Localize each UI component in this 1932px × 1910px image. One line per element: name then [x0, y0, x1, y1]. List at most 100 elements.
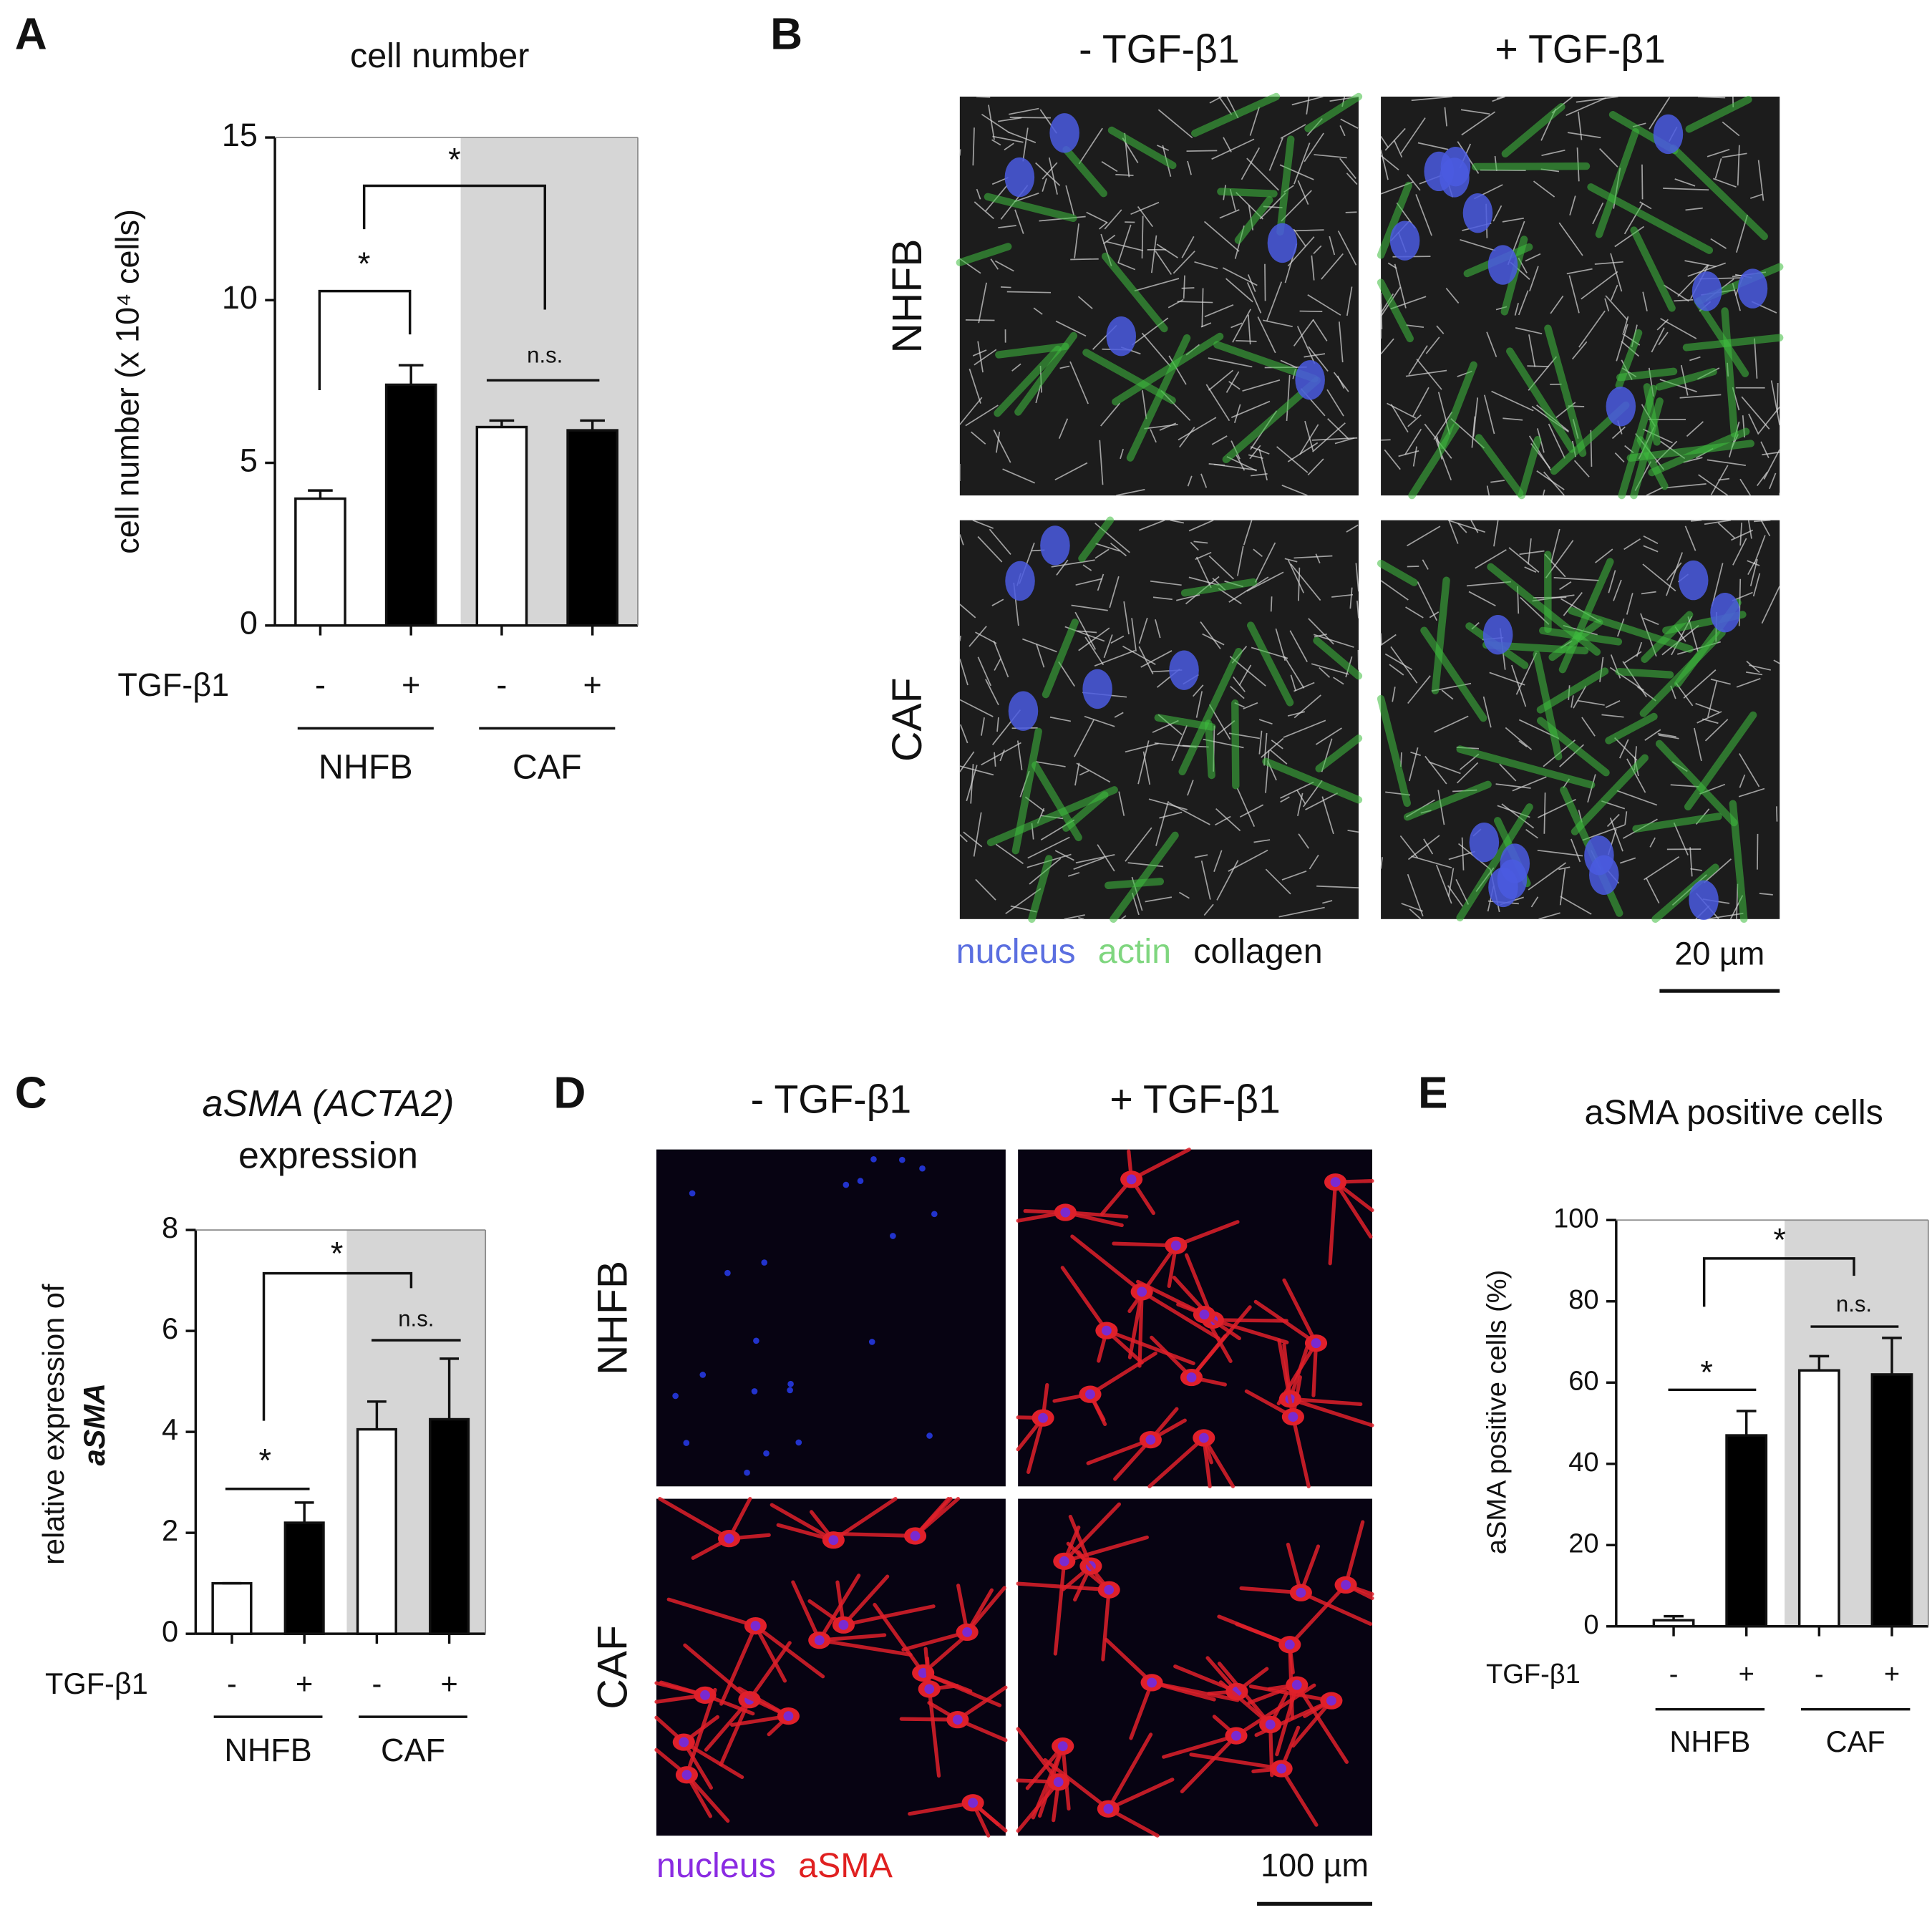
collagen-fiber [1170, 519, 1184, 524]
nucleus [1004, 157, 1035, 198]
collagen-fiber [1215, 815, 1231, 826]
micrograph [656, 1149, 1006, 1487]
collagen-fiber [990, 258, 999, 270]
collagen-fiber [959, 834, 968, 843]
actin-fiber [1431, 576, 1450, 694]
collagen-fiber [1501, 803, 1535, 829]
collagen-fiber [1219, 209, 1240, 219]
y-tick-label: 0 [1583, 1610, 1598, 1640]
collagen-fiber [1444, 107, 1447, 127]
collagen-fiber [1099, 440, 1104, 485]
collagen-fiber [1404, 428, 1422, 455]
collagen-fiber [1074, 762, 1080, 786]
collagen-fiber [1581, 717, 1596, 737]
nucleus [1199, 1309, 1210, 1320]
collagen-fiber [1407, 525, 1441, 547]
nucleus [918, 1668, 928, 1678]
collagen-fiber [991, 139, 1001, 146]
micrograph-background [656, 1149, 1006, 1487]
actin-fiber [956, 243, 1012, 266]
row-header: NHFB [589, 1261, 636, 1375]
actin-fiber [1694, 298, 1749, 377]
collagen-fiber [1156, 243, 1178, 258]
collagen-fiber [1178, 891, 1190, 899]
collagen-fiber [1760, 441, 1770, 458]
collagen-fiber [992, 135, 1024, 143]
collagen-fiber [1399, 835, 1419, 858]
cell-process [1060, 1266, 1109, 1333]
collagen-fiber [999, 749, 1005, 762]
cell-process [770, 1503, 835, 1542]
cell-process [1298, 1591, 1373, 1627]
collagen-fiber [977, 535, 1003, 563]
collagen-fiber [1251, 473, 1268, 477]
collagen-fiber [1319, 666, 1331, 678]
nucleus [1057, 1741, 1068, 1752]
collagen-fiber [1122, 645, 1156, 665]
collagen-fiber [1298, 833, 1309, 849]
collagen-fiber [1280, 796, 1290, 803]
collagen-fiber [1186, 150, 1218, 152]
actin-fiber [1247, 621, 1294, 707]
collagen-fiber [1707, 459, 1746, 467]
y-tick-label: 4 [162, 1412, 178, 1446]
legend-label: actin [1098, 932, 1171, 971]
collagen-fiber [1380, 338, 1394, 354]
nucleus [1040, 525, 1070, 566]
collagen-fiber [1649, 97, 1671, 130]
collagen-fiber [1518, 740, 1528, 747]
collagen-fiber [993, 641, 1009, 678]
collagen-fiber [974, 349, 997, 366]
nucleus [683, 1440, 690, 1446]
collagen-fiber [1548, 423, 1565, 459]
cell-process [1016, 1727, 1061, 1784]
collagen-fiber [1084, 636, 1105, 666]
collagen-fiber [1308, 618, 1334, 645]
collagen-fiber [1690, 519, 1702, 522]
actin-fiber [1568, 606, 1694, 653]
collagen-fiber [1644, 856, 1680, 881]
collagen-fiber [998, 117, 1022, 122]
collagen-fiber [1753, 519, 1771, 523]
legend-label: aSMA [798, 1846, 893, 1885]
collagen-fiber [1704, 519, 1732, 525]
collagen-fiber [1266, 281, 1283, 321]
collagen-fiber [1639, 201, 1652, 210]
collagen-fiber [1118, 791, 1125, 816]
bar [211, 1581, 253, 1635]
collagen-fiber [1101, 161, 1118, 173]
collagen-fiber [1078, 127, 1103, 165]
collagen-fiber [1757, 160, 1764, 201]
collagen-fiber [1658, 735, 1679, 740]
significance-bracket [1702, 1257, 1855, 1307]
cell-process [1218, 1680, 1273, 1727]
collagen-fiber [1405, 606, 1424, 619]
actin-fiber [1456, 745, 1596, 789]
nucleus [1103, 1803, 1114, 1814]
nucleus [1126, 1174, 1137, 1185]
collagen-fiber [1246, 571, 1284, 592]
collagen-fiber [1233, 404, 1241, 423]
collagen-fiber [1553, 577, 1599, 581]
collagen-fiber [1000, 286, 1011, 289]
collagen-fiber [1258, 719, 1273, 724]
actin-fiber [1641, 611, 1694, 664]
collagen-fiber [959, 603, 976, 619]
nucleus [962, 1627, 973, 1637]
collagen-fiber [1218, 588, 1242, 605]
collagen-fiber [1155, 251, 1173, 275]
collagen-fiber [1486, 331, 1497, 357]
collagen-fiber [1559, 868, 1566, 906]
collagen-fiber [1228, 576, 1269, 603]
collagen-fiber [972, 127, 975, 166]
collagen-fiber [1095, 543, 1120, 552]
collagen-fiber [1232, 309, 1251, 343]
collagen-fiber [1437, 790, 1445, 825]
collagen-fiber [1684, 525, 1696, 551]
collagen-fiber [1293, 694, 1321, 719]
nucleus [763, 1450, 770, 1457]
cell-process [1295, 1682, 1349, 1764]
collagen-fiber [1684, 260, 1717, 268]
collagen-fiber [1082, 564, 1092, 571]
